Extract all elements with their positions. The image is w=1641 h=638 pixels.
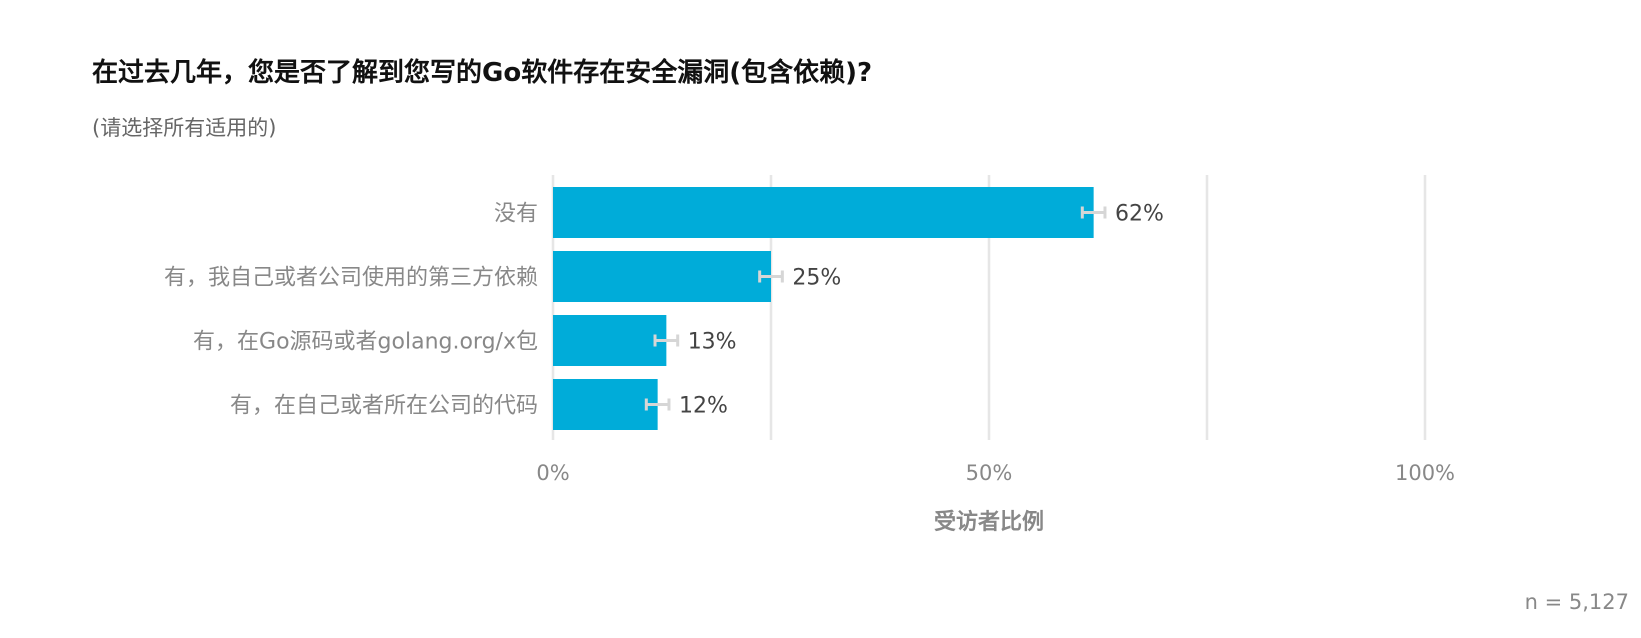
bar (553, 315, 667, 366)
data-label: 12% (679, 394, 728, 419)
bar (553, 187, 1094, 238)
chart-title: 在过去几年，您是否了解到您写的Go软件存在安全漏洞(包含依赖)? (92, 58, 873, 88)
x-tick-label: 0% (536, 461, 569, 485)
category-label: 有，在自己或者所在公司的代码 (230, 394, 538, 419)
sample-size-label: n = 5,127 (1524, 590, 1629, 614)
x-tick-label: 100% (1395, 461, 1455, 485)
bar (553, 379, 658, 430)
chart-subtitle: (请选择所有适用的) (92, 116, 277, 140)
data-label: 62% (1115, 202, 1164, 227)
data-label: 25% (792, 266, 841, 291)
x-tick-label: 50% (966, 461, 1013, 485)
category-label: 没有 (494, 202, 538, 227)
bar (553, 251, 771, 302)
category-label: 有，我自己或者公司使用的第三方依赖 (164, 266, 538, 291)
x-axis-label: 受访者比例 (934, 509, 1044, 535)
category-label: 有，在Go源码或者golang.org/x包 (193, 330, 538, 355)
data-label: 13% (688, 330, 737, 355)
